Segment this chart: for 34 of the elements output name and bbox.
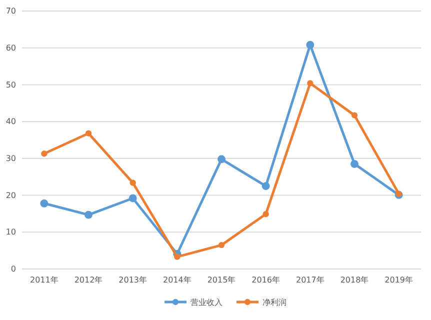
y-tick-label: 60 xyxy=(6,43,16,52)
x-tick-label: 2015年 xyxy=(207,276,236,285)
legend-label: 净利润 xyxy=(262,298,286,307)
point xyxy=(41,150,48,157)
point xyxy=(218,155,226,164)
x-tick-label: 2019年 xyxy=(384,276,414,285)
y-tick-label: 30 xyxy=(6,154,16,163)
point xyxy=(262,211,269,218)
y-tick-label: 40 xyxy=(6,117,16,126)
point xyxy=(350,160,358,168)
y-tick-label: 10 xyxy=(6,228,16,237)
point xyxy=(128,194,137,202)
y-tick-label: 50 xyxy=(6,80,16,90)
point xyxy=(351,112,358,118)
point xyxy=(85,130,92,136)
y-tick-label: 70 xyxy=(6,6,16,16)
point xyxy=(40,199,48,208)
x-tick-label: 2016年 xyxy=(252,276,280,285)
x-tick-label: 2014年 xyxy=(162,276,192,285)
y-tick-label: 20 xyxy=(6,190,16,200)
point xyxy=(306,40,314,49)
point xyxy=(262,182,270,190)
point xyxy=(174,254,180,260)
x-tick-label: 2018年 xyxy=(340,276,369,285)
legend-label: 营业收入 xyxy=(190,298,222,307)
y-tick-label: 0 xyxy=(10,264,16,274)
point xyxy=(218,242,225,248)
x-tick-label: 2013年 xyxy=(118,276,148,285)
point xyxy=(307,80,314,86)
x-tick-label: 2011年 xyxy=(30,276,58,285)
point xyxy=(84,210,92,219)
x-tick-label: 2017年 xyxy=(296,276,324,285)
x-tick-label: 2012年 xyxy=(74,276,103,285)
point xyxy=(130,180,136,186)
